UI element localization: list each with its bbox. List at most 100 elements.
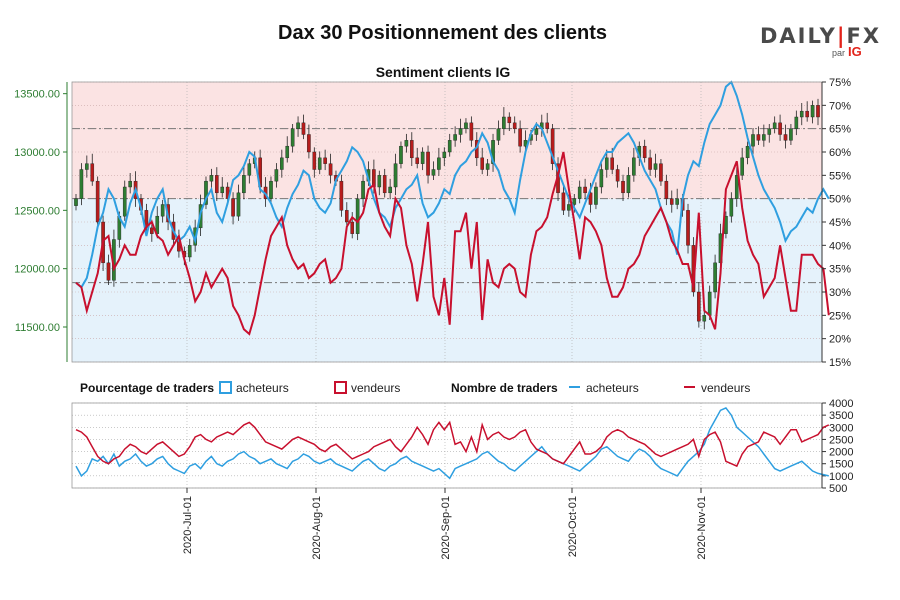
candle-down: [756, 134, 761, 141]
candle-down: [90, 163, 95, 182]
candle-up: [794, 116, 799, 129]
x-tick-label: 2020-Oct-01: [567, 496, 579, 557]
x-tick-label: 2020-Jul-01: [182, 496, 194, 554]
candle-up: [713, 262, 717, 293]
candle-down: [642, 145, 647, 159]
pct-tick-label: 15%: [829, 357, 851, 369]
legend-num-title: Nombre de traders: [451, 381, 558, 395]
candle-down: [778, 122, 782, 135]
candle-up: [653, 163, 658, 170]
candle-up: [740, 157, 744, 176]
candle-up: [393, 163, 398, 188]
candle-up: [502, 116, 506, 129]
pct-tick-label: 20%: [829, 334, 851, 346]
count-tick-label: 1500: [829, 459, 853, 471]
candle-up: [604, 157, 609, 170]
count-tick-label: 1000: [829, 471, 853, 483]
candle-up: [447, 140, 452, 153]
candle-up: [453, 134, 457, 141]
candle-down: [426, 151, 430, 176]
candle-down: [215, 175, 219, 194]
candle-up: [128, 180, 132, 188]
legend-pct-buyers-swatch: [219, 381, 232, 394]
dailyfx-logo: DAILY|FX par IG: [760, 24, 879, 64]
candle-up: [296, 122, 300, 129]
candle-down: [550, 128, 555, 164]
legend-pct-sellers-label: vendeurs: [351, 381, 400, 395]
candle-up: [290, 128, 295, 147]
candle-down: [345, 210, 349, 223]
candle-up: [204, 180, 208, 205]
candle-down: [350, 221, 355, 234]
sellers-pct-line: [75, 151, 830, 336]
candle-up: [577, 186, 582, 199]
candle-up: [187, 245, 192, 258]
candle-up: [399, 145, 403, 164]
candle-up: [285, 145, 290, 159]
buyers-zone-bg: [72, 198, 822, 362]
sellers-zone-bg: [72, 82, 822, 199]
candle-up: [122, 186, 127, 217]
pct-tick-label: 50%: [829, 194, 851, 206]
pct-tick-label: 40%: [829, 240, 851, 252]
count-tick-label: 2000: [829, 447, 853, 459]
candle-up: [431, 169, 436, 176]
chart-subtitle: Sentiment clients IG: [376, 64, 511, 80]
pct-tick-label: 30%: [829, 287, 851, 299]
pct-tick-label: 35%: [829, 264, 851, 276]
candle-down: [615, 169, 620, 182]
candle-down: [415, 157, 420, 164]
candle-up: [74, 198, 78, 206]
candle-up: [377, 175, 382, 188]
candle-down: [231, 198, 235, 217]
candle-down: [805, 110, 809, 118]
x-tick-label: 2020-Sep-01: [440, 496, 452, 560]
candle-up: [810, 105, 815, 118]
candle-up: [762, 134, 766, 141]
x-tick-label: 2020-Nov-01: [696, 496, 708, 560]
pct-tick-label: 25%: [829, 310, 851, 322]
candle-down: [301, 122, 306, 135]
candle-up: [772, 122, 777, 129]
candle-up: [437, 157, 441, 170]
pct-tick-label: 55%: [829, 170, 851, 182]
candle-down: [588, 192, 593, 205]
candle-up: [534, 128, 539, 135]
legend-num-sellers-label: vendeurs: [701, 381, 750, 395]
candle-up: [767, 128, 772, 135]
candle-down: [697, 291, 701, 322]
legend-pct-sellers-swatch: [334, 381, 347, 394]
candle-up: [485, 163, 490, 170]
candle-down: [512, 122, 517, 129]
x-tick-label: 2020-Aug-01: [311, 496, 323, 560]
count-tick-label: 3500: [829, 410, 853, 422]
count-tick-label: 4000: [829, 398, 853, 410]
candle-down: [610, 157, 614, 170]
candle-down: [339, 180, 344, 211]
candle-down: [106, 262, 111, 281]
candle-up: [160, 204, 165, 217]
price-tick-label: 13500.00: [14, 89, 60, 101]
candle-up: [702, 315, 707, 322]
count-tick-label: 2500: [829, 434, 853, 446]
pct-tick-label: 65%: [829, 124, 851, 136]
pct-tick-label: 45%: [829, 217, 851, 229]
candle-down: [816, 105, 820, 118]
candle-down: [561, 192, 566, 211]
candle-up: [491, 140, 495, 164]
candle-up: [247, 163, 252, 176]
price-tick-label: 13000.00: [14, 147, 60, 159]
candle-down: [783, 134, 788, 141]
logo-brand: DAILY|FX: [760, 24, 882, 48]
price-tick-label: 11500.00: [15, 322, 60, 334]
candle-down: [648, 157, 652, 170]
candle-up: [599, 169, 604, 188]
candle-down: [545, 122, 549, 129]
candle-down: [583, 186, 587, 194]
candle-down: [518, 128, 522, 147]
candle-down: [669, 198, 674, 205]
candle-down: [150, 227, 154, 234]
candle-up: [567, 204, 571, 211]
buyers-pct-line: [75, 80, 830, 289]
pct-tick-label: 75%: [829, 77, 851, 89]
